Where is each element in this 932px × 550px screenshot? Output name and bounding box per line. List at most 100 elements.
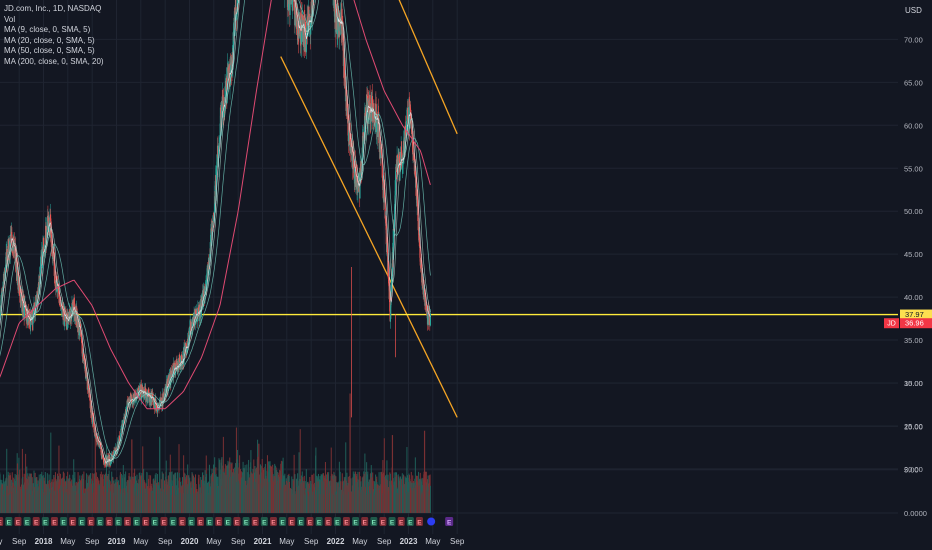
- time-tick-label: Sep: [450, 537, 465, 546]
- volume-bar: [298, 452, 300, 513]
- earnings-marker[interactable]: [50, 517, 58, 526]
- earnings-marker[interactable]: [333, 517, 341, 526]
- earnings-marker[interactable]: [0, 517, 4, 526]
- earnings-marker-label: E: [326, 520, 331, 527]
- candle-body: [189, 326, 191, 337]
- earnings-marker[interactable]: [206, 517, 214, 526]
- earnings-marker[interactable]: [215, 517, 223, 526]
- symbol-title[interactable]: JD.com, Inc., 1D, NASDAQ: [4, 4, 102, 13]
- earnings-marker[interactable]: [269, 517, 277, 526]
- volume-bar: [94, 426, 96, 513]
- earnings-marker[interactable]: [233, 517, 241, 526]
- channel-top-line[interactable]: [271, 0, 458, 135]
- candle-body: [233, 23, 235, 37]
- volume-bar: [414, 457, 416, 513]
- earnings-marker[interactable]: [169, 517, 177, 526]
- time-tick-label: Sep: [231, 537, 246, 546]
- candle-body: [218, 146, 220, 157]
- time-tick-label: May: [206, 537, 221, 546]
- candle-body: [349, 144, 351, 146]
- candle-body: [15, 252, 17, 273]
- earnings-marker[interactable]: [78, 517, 86, 526]
- candle-body: [427, 312, 429, 325]
- time-axis[interactable]: May Sep 2018 May Sep 2019 May Sep 2020 May Sep 2021…: [0, 537, 465, 546]
- channel-bottom-line[interactable]: [280, 56, 458, 418]
- price-tick-label: 75.00: [904, 0, 923, 1]
- candle-body: [346, 89, 348, 111]
- earnings-marker[interactable]: [279, 517, 287, 526]
- earnings-marker[interactable]: [87, 517, 95, 526]
- candle-body: [381, 158, 383, 178]
- candle-body: [385, 216, 387, 224]
- candle-body: [134, 390, 136, 399]
- earnings-marker[interactable]: [41, 517, 49, 526]
- earnings-marker[interactable]: [60, 517, 68, 526]
- earnings-marker[interactable]: [415, 517, 423, 526]
- earnings-marker[interactable]: [196, 517, 204, 526]
- candle-body: [163, 393, 165, 400]
- earnings-marker[interactable]: [342, 517, 350, 526]
- candle-body: [346, 103, 348, 109]
- candle-body: [60, 303, 62, 307]
- candle-body: [0, 309, 1, 317]
- candle-body: [178, 354, 181, 362]
- earnings-marker[interactable]: [445, 517, 454, 526]
- earnings-marker[interactable]: [32, 517, 40, 526]
- earnings-marker[interactable]: [14, 517, 22, 526]
- earnings-marker[interactable]: [379, 517, 387, 526]
- earnings-marker[interactable]: [105, 517, 113, 526]
- candle-body: [16, 262, 18, 281]
- earnings-marker[interactable]: [397, 517, 405, 526]
- indicator-ma200[interactable]: MA (200, close, 0, SMA, 20): [4, 56, 104, 66]
- volume-bar: [406, 447, 408, 513]
- candle-body: [101, 452, 104, 456]
- trendlines[interactable]: [0, 0, 898, 418]
- price-axis[interactable]: 115.00110.00105.00100.0095.0090.0085.008…: [904, 0, 927, 474]
- earnings-marker[interactable]: [160, 517, 168, 526]
- earnings-marker-label: E: [171, 520, 176, 527]
- candle-body: [2, 281, 4, 289]
- earnings-marker[interactable]: [5, 517, 13, 526]
- earnings-marker[interactable]: [224, 517, 232, 526]
- earnings-marker[interactable]: [96, 517, 104, 526]
- volume-bar: [429, 485, 431, 513]
- candle-body: [370, 117, 372, 124]
- candle-body: [416, 190, 418, 197]
- earnings-marker[interactable]: [324, 517, 332, 526]
- time-tick-label: Sep: [377, 537, 392, 546]
- earnings-marker[interactable]: [151, 517, 159, 526]
- earnings-marker[interactable]: [315, 517, 323, 526]
- dividend-marker[interactable]: [427, 517, 436, 526]
- earnings-marker[interactable]: [388, 517, 396, 526]
- candle-body: [50, 234, 52, 247]
- earnings-marker[interactable]: [123, 517, 131, 526]
- indicator-ma9[interactable]: MA (9, close, 0, SMA, 5): [4, 25, 91, 34]
- earnings-marker[interactable]: [370, 517, 378, 526]
- earnings-marker[interactable]: [178, 517, 186, 526]
- indicator-vol[interactable]: Vol: [4, 14, 16, 24]
- candle-body: [111, 454, 113, 460]
- earnings-marker[interactable]: [187, 517, 195, 526]
- earnings-marker[interactable]: [242, 517, 250, 526]
- earnings-marker[interactable]: [297, 517, 305, 526]
- earnings-marker[interactable]: [114, 517, 122, 526]
- indicator-ma20[interactable]: MA (20, close, 0, SMA, 5): [4, 35, 95, 45]
- candle-body: [88, 391, 90, 395]
- earnings-marker[interactable]: [352, 517, 360, 526]
- earnings-marker[interactable]: [260, 517, 268, 526]
- earnings-marker[interactable]: [69, 517, 77, 526]
- earnings-marker[interactable]: [23, 517, 31, 526]
- earnings-marker[interactable]: [288, 517, 296, 526]
- earnings-marker[interactable]: [361, 517, 369, 526]
- candle-body: [386, 243, 389, 253]
- earnings-marker[interactable]: [133, 517, 141, 526]
- earnings-marker[interactable]: [306, 517, 314, 526]
- earnings-marker[interactable]: [142, 517, 150, 526]
- earnings-marker[interactable]: [251, 517, 259, 526]
- volume-bar: [331, 473, 333, 513]
- earnings-marker[interactable]: [406, 517, 414, 526]
- candle-body: [185, 343, 187, 346]
- indicator-ma50[interactable]: MA (50, close, 0, SMA, 5): [4, 46, 95, 55]
